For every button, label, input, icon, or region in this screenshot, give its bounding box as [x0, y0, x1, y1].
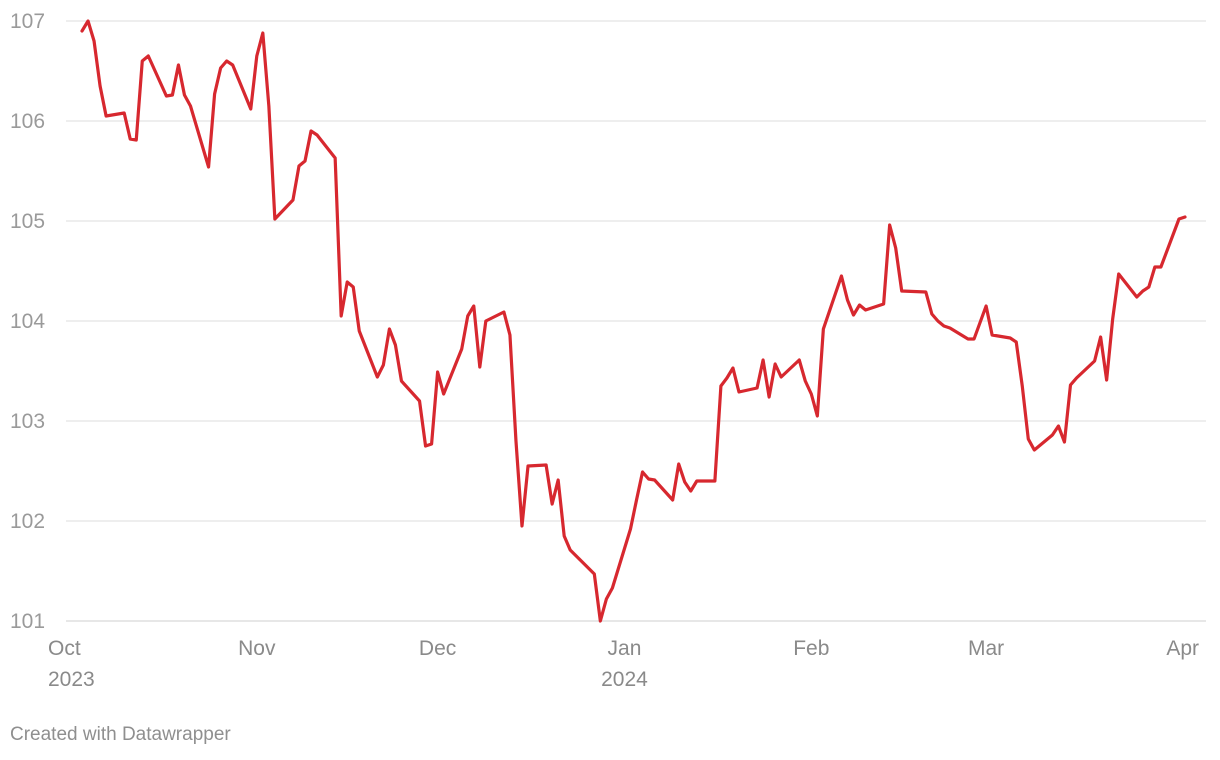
series-line-0	[80, 19, 1187, 623]
x-tick-label: Jan	[608, 637, 642, 660]
credit-text: Created with Datawrapper	[10, 724, 231, 745]
y-tick-label: 101	[10, 610, 45, 633]
x-tick-label: Nov	[238, 637, 276, 660]
gridlines	[66, 20, 1206, 622]
x-tick-sublabel: 2023	[48, 668, 95, 691]
line-chart: 101 102 103 104 105 106 107 Oct 2023 Nov Dec Jan 20…	[10, 10, 1206, 691]
y-axis-tick-labels: 101 102 103 104 105 106 107	[10, 10, 45, 633]
x-tick-label: Dec	[419, 637, 456, 660]
y-tick-label: 106	[10, 110, 45, 133]
y-tick-label: 102	[10, 510, 45, 533]
x-tick-label: Feb	[793, 637, 829, 660]
x-tick-label: Mar	[968, 637, 1004, 660]
y-tick-label: 107	[10, 10, 45, 33]
y-tick-label: 105	[10, 210, 45, 233]
x-axis-tick-labels: Oct 2023 Nov Dec Jan 2024 Feb Mar Apr	[48, 637, 1199, 691]
x-tick-label: Oct	[48, 637, 81, 660]
x-tick-label: Apr	[1166, 637, 1199, 660]
series-layer	[80, 19, 1187, 623]
x-tick-sublabel: 2024	[601, 668, 648, 691]
y-tick-label: 104	[10, 310, 45, 333]
y-tick-label: 103	[10, 410, 45, 433]
